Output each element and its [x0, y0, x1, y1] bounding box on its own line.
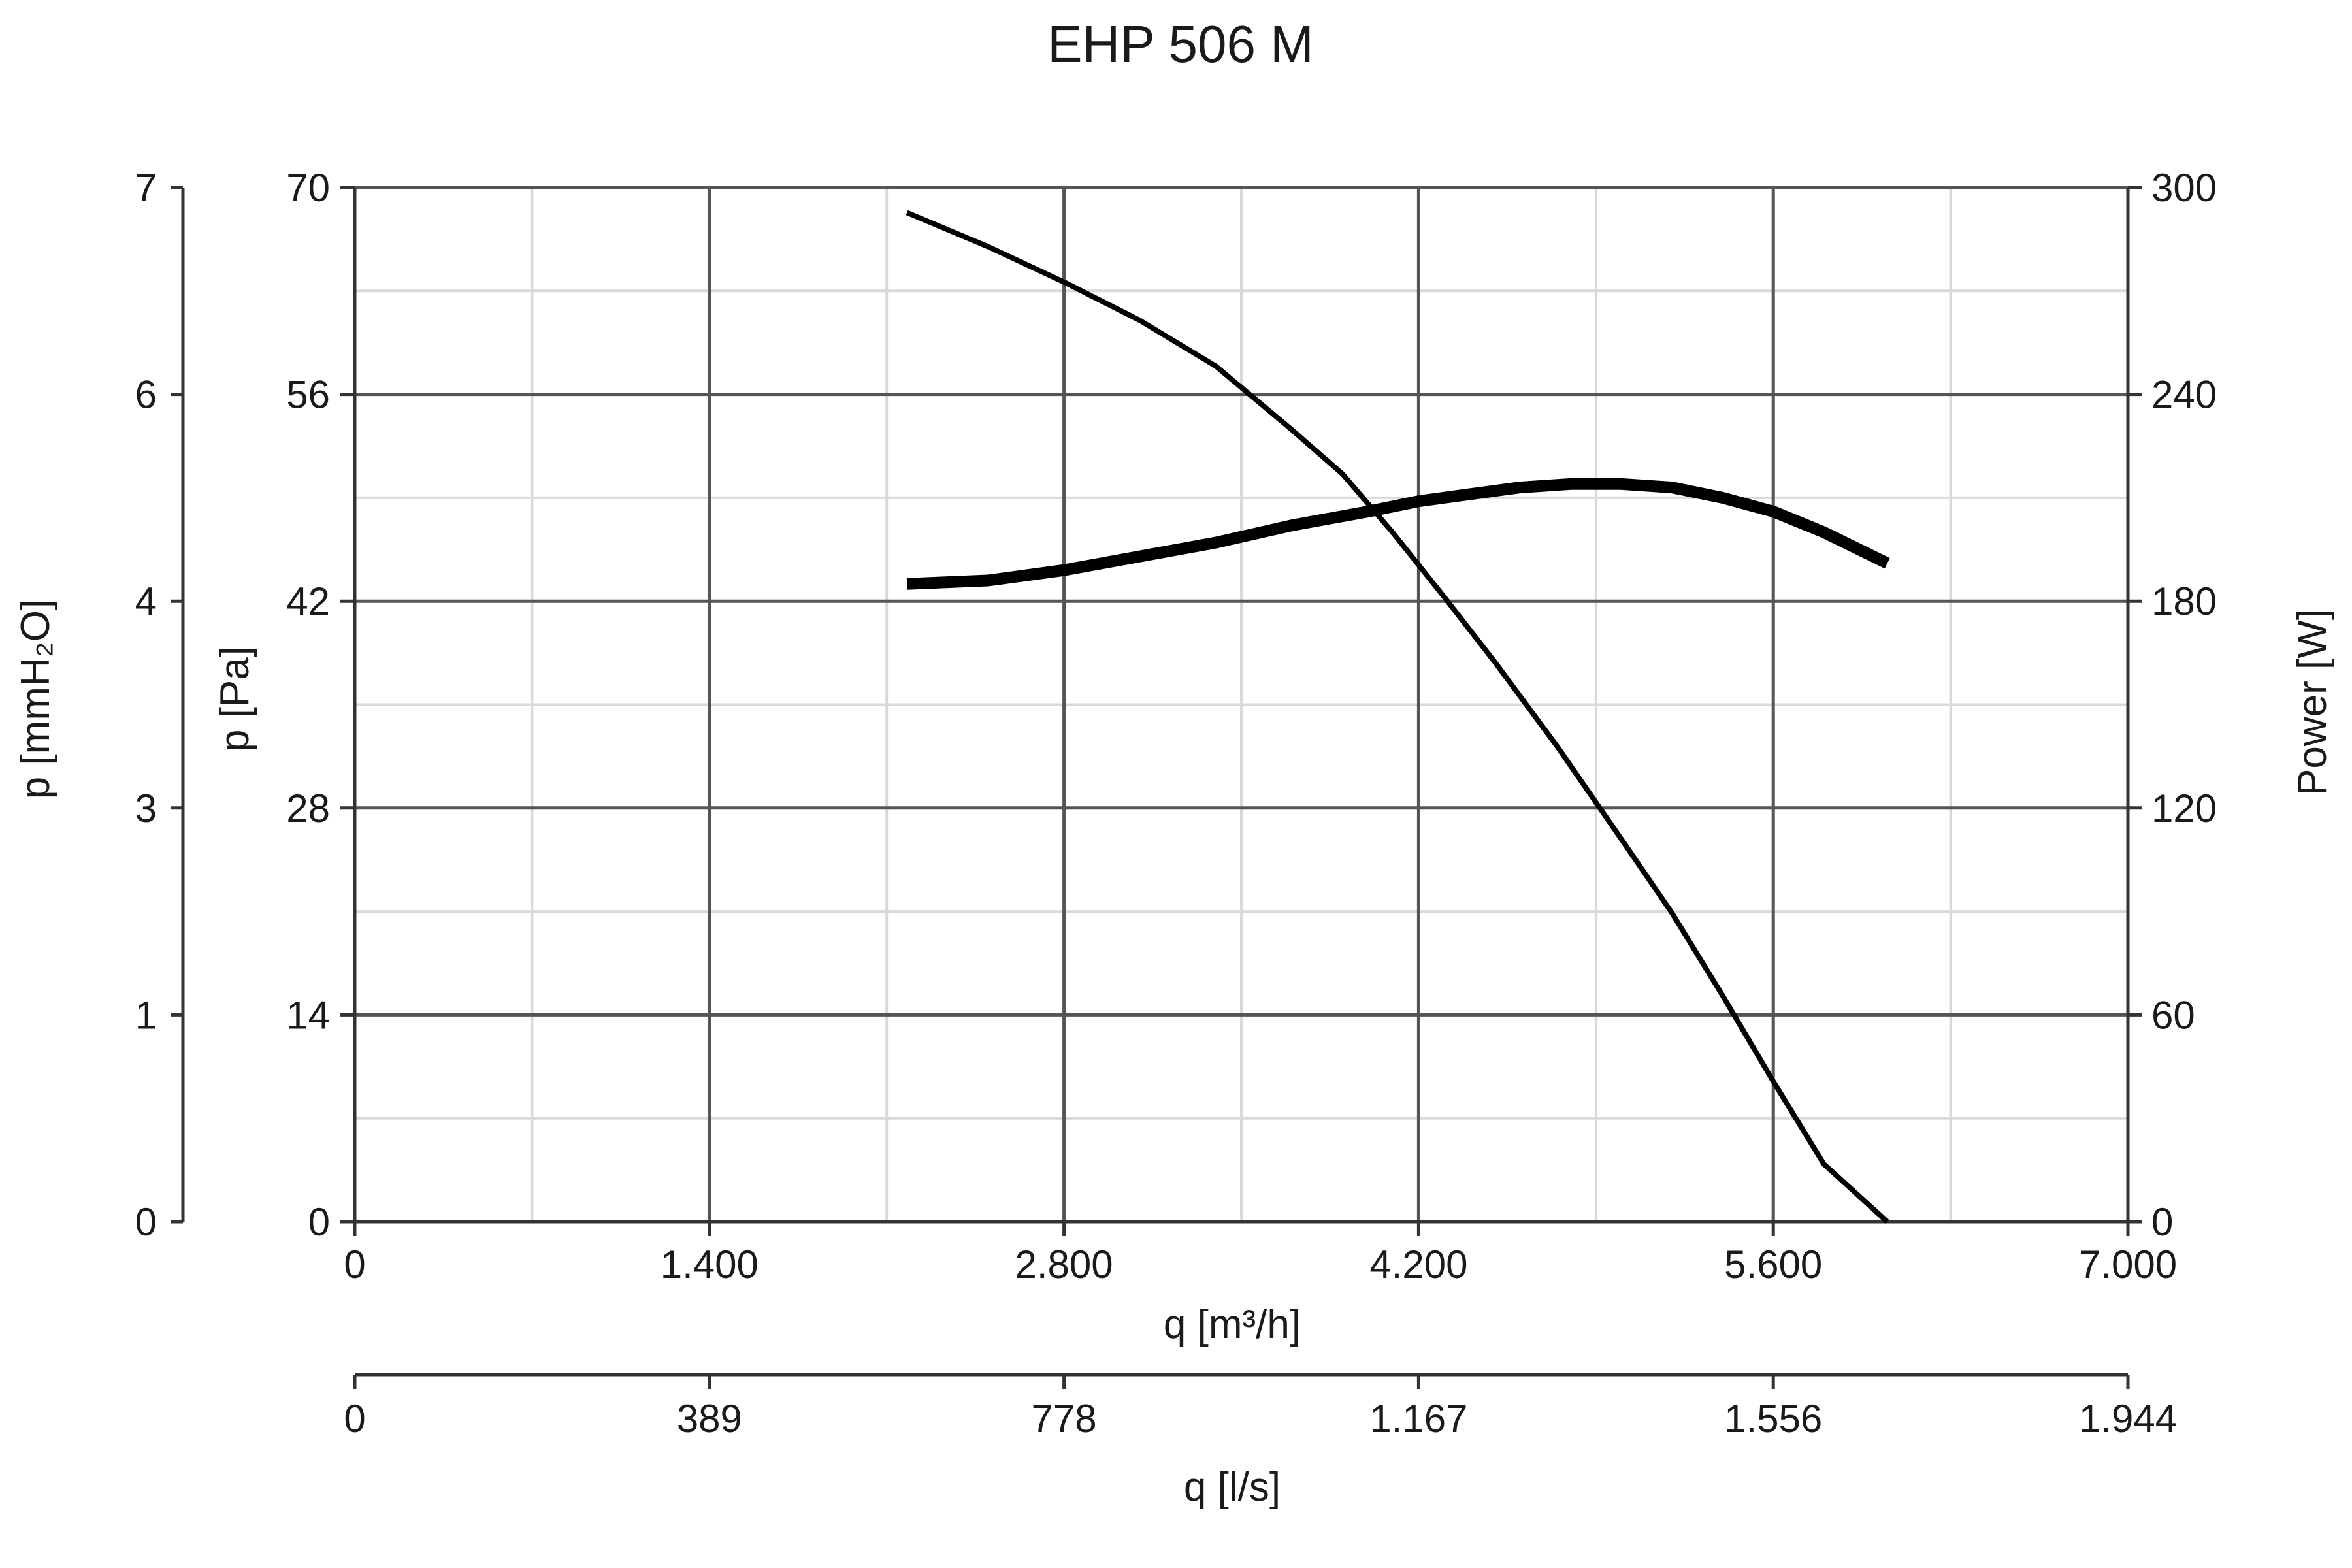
x-axis-title: q [m³/h]: [1164, 1302, 1301, 1347]
y-right-axis-title: Power [W]: [2290, 609, 2335, 796]
x2-tick-label: 1.944: [2079, 1397, 2177, 1441]
right-tick-label: 60: [2151, 993, 2195, 1037]
x2-tick-label: 0: [344, 1397, 365, 1441]
x2-tick-label: 778: [1032, 1397, 1097, 1441]
series-layer: [906, 210, 1890, 1224]
axes: [171, 186, 2142, 1389]
outer-y-tick-label: 6: [135, 373, 157, 417]
chart-title: EHP 506 M: [1047, 15, 1314, 73]
right-tick-label: 240: [2151, 373, 2217, 417]
y-tick-label: 42: [286, 580, 330, 623]
y-tick-label: 14: [286, 993, 330, 1037]
x-tick-label: 7.000: [2079, 1243, 2177, 1286]
power-curve: [906, 478, 1890, 590]
y-outer-axis-title: p [mmH₂O]: [13, 599, 58, 800]
outer-y-tick-label: 0: [135, 1200, 157, 1244]
x2-tick-label: 1.167: [1369, 1397, 1467, 1441]
x-tick-label: 2.800: [1015, 1243, 1113, 1286]
pressure-curve: [906, 210, 1889, 1224]
y-tick-label: 28: [286, 787, 330, 830]
x-tick-label: 4.200: [1369, 1243, 1467, 1286]
x-tick-label: 5.600: [1724, 1243, 1822, 1286]
x2-tick-label: 1.556: [1724, 1397, 1822, 1441]
right-tick-label: 300: [2151, 166, 2217, 210]
y-tick-label: 70: [286, 166, 330, 210]
y-tick-label: 0: [308, 1200, 330, 1244]
x2-tick-label: 389: [677, 1397, 742, 1441]
right-tick-label: 0: [2151, 1200, 2173, 1244]
x-tick-label: 0: [344, 1243, 365, 1286]
outer-y-tick-label: 4: [135, 580, 157, 623]
minor-grid: [355, 188, 2128, 1222]
right-tick-label: 180: [2151, 580, 2217, 623]
y-tick-label: 56: [286, 373, 330, 417]
right-tick-label: 120: [2151, 787, 2217, 830]
outer-y-tick-label: 3: [135, 787, 157, 830]
x-tick-label: 1.400: [661, 1243, 759, 1286]
outer-y-tick-label: 1: [135, 993, 157, 1037]
outer-y-tick-label: 7: [135, 166, 157, 210]
y-axis-title: p [Pa]: [212, 646, 257, 752]
x2-axis-title: q [l/s]: [1184, 1465, 1281, 1510]
